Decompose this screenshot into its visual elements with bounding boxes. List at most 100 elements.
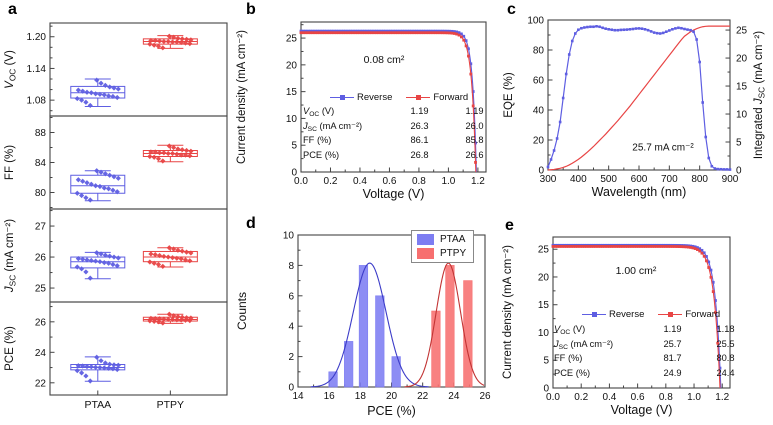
svg-text:20: 20 [736,54,748,65]
svg-text:10: 10 [736,110,748,121]
box-ptpy-pce [142,311,198,326]
histogram-legend: PTAA PTPY [411,230,475,263]
svg-text:24: 24 [35,348,47,359]
jv-table-row-label: JSC (mA cm⁻²) [554,338,614,351]
svg-text:PCE (%): PCE (%) [367,404,416,418]
jv-reverse-value: 86.1 [410,135,429,146]
svg-text:0.0: 0.0 [546,392,560,403]
svg-text:0.2: 0.2 [324,176,338,187]
panel-label-e: e [505,217,514,234]
jv-curve-reverse [299,29,477,173]
svg-text:0.8: 0.8 [659,392,673,403]
forward-line-marker-icon [406,94,431,101]
svg-text:1.0: 1.0 [441,176,455,187]
svg-text:Voltage (V): Voltage (V) [363,187,425,201]
svg-text:1.2: 1.2 [715,392,729,403]
svg-text:FF (%): FF (%) [4,145,16,180]
jv-forward-value: 1.19 [465,106,484,116]
svg-text:18: 18 [355,391,367,402]
panel-label-b: b [246,1,256,18]
svg-text:Wavelength (nm): Wavelength (nm) [592,185,687,199]
jv-table-row-label: FF (%) [303,135,332,146]
svg-text:Voltage (V): Voltage (V) [611,403,673,417]
svg-text:0: 0 [543,384,549,395]
jv-reverse-value: 26.8 [410,149,429,160]
svg-text:24: 24 [448,391,460,402]
svg-text:0: 0 [538,166,544,177]
svg-text:JSC (mA cm⁻²): JSC (mA cm⁻²) [4,219,18,293]
svg-text:26: 26 [35,317,47,328]
legend-item-ptaa: PTAA [417,234,466,245]
svg-text:26: 26 [35,253,47,264]
svg-text:25: 25 [286,34,298,45]
jv-table-row-label: JSC (mA cm⁻²) [303,120,363,133]
svg-text:600: 600 [631,174,648,185]
svg-text:0.6: 0.6 [631,392,645,403]
svg-text:1.0: 1.0 [687,392,701,403]
svg-text:PCE (%): PCE (%) [4,326,16,371]
svg-text:1.08: 1.08 [27,96,47,107]
jv-curve-forward [299,31,477,173]
active-area-label-b: 0.08 cm² [363,54,405,66]
svg-text:PTPY: PTPY [157,399,184,411]
svg-text:10: 10 [283,231,295,242]
jv-legend-b: Reverse Forward [330,92,468,103]
active-area-label-e: 1.00 cm² [615,265,657,277]
jv-chart-small-area: 0.0 0.2 0.4 0.6 0.8 1.0 1.2 0 5 10 15 20 25 Voltage (… [236,21,487,201]
jv-table-row: FF (%) 81.7 80.8 [554,353,752,368]
svg-text:Counts: Counts [235,292,249,330]
legend-label-ptpy: PTPY [440,248,467,259]
svg-text:27: 27 [35,222,47,233]
svg-text:0.2: 0.2 [574,392,588,403]
histogram-series-ptaa [310,262,429,388]
legend-label-ptaa: PTAA [440,234,466,245]
jv-table-row-label: PCE (%) [554,367,591,378]
ptaa-color-swatch [417,234,434,245]
svg-text:22: 22 [417,391,429,402]
jv-forward-value: 80.8 [716,353,735,364]
svg-text:900: 900 [722,174,739,185]
svg-text:0.8: 0.8 [412,176,426,187]
svg-text:VOC (V): VOC (V) [4,50,18,89]
box-ptpy-jsc [142,245,198,269]
jv-forward-value: 26.0 [465,120,484,131]
svg-text:2: 2 [288,352,294,363]
svg-text:Current density (mA cm⁻²): Current density (mA cm⁻²) [502,245,514,379]
jv-forward-value: 1.18 [716,324,735,334]
jv-parameters-table-e: VOC (V) 1.19 1.18 JSC (mA cm⁻²) 25.7 25.5 FF (… [554,324,752,382]
legend-label-forward: Forward [685,309,721,320]
integrated-jsc-annotation: 25.7 mA cm⁻² [632,142,694,154]
jv-table-row: JSC (mA cm⁻²) 25.7 25.5 [554,339,752,354]
legend-item-reverse: Reverse [582,309,644,320]
box-ptpy-ff [142,143,198,164]
panel-label-d: d [246,215,256,232]
svg-text:0.0: 0.0 [294,176,308,187]
jv-table-row: PCE (%) 24.9 24.4 [554,368,752,383]
eqe-curve [546,25,732,171]
panel-a: a 1.08 1.14 1.20 VOC (V) 80 84 88 FF (%) 25 26 27 J… [0,0,232,425]
svg-text:5: 5 [736,138,742,149]
svg-text:20: 20 [386,391,398,402]
reverse-line-marker-icon [330,94,354,101]
svg-text:88: 88 [35,128,47,139]
svg-text:6: 6 [288,291,294,302]
jv-forward-value: 25.5 [716,338,735,349]
svg-text:10: 10 [286,114,298,125]
boxplot-chart: 1.08 1.14 1.20 VOC (V) 80 84 88 FF (%) 25 26 27 JSC… [4,22,228,411]
forward-line-marker-icon [658,311,683,318]
jv-table-row-label: VOC (V) [554,324,586,336]
jv-forward-value: 26.6 [465,149,484,160]
jv-forward-value: 85.8 [465,135,484,146]
jv-reverse-value: 81.7 [663,353,682,364]
svg-text:5: 5 [543,356,549,367]
svg-text:26: 26 [479,391,491,402]
svg-text:0.4: 0.4 [602,392,616,403]
svg-text:8: 8 [288,261,294,272]
svg-text:0: 0 [288,383,294,394]
svg-text:20: 20 [286,60,298,71]
panel-label-a: a [8,1,17,18]
svg-text:400: 400 [570,174,587,185]
svg-text:22: 22 [35,378,47,389]
jv-reverse-value: 25.7 [663,338,682,349]
